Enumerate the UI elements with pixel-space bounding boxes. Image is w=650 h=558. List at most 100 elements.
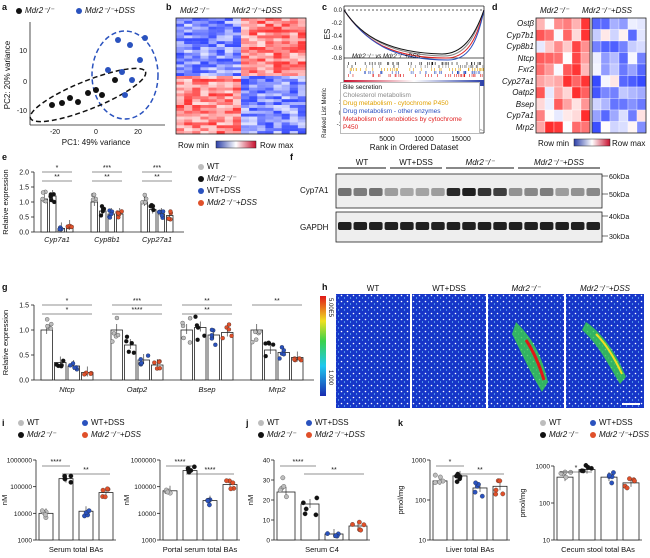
heatmap-cell (241, 58, 250, 62)
data-point (266, 341, 272, 346)
heatmap-cell (535, 63, 546, 76)
data-point (281, 352, 287, 357)
heatmap-cell (184, 61, 193, 65)
heatmap-cell (609, 121, 620, 134)
heatmap-cell (289, 81, 299, 85)
heatmap-cell (192, 41, 201, 45)
heatmap-cell (184, 26, 193, 30)
data-point (145, 353, 151, 358)
heatmap-cell (241, 32, 250, 36)
wb-band-gapdh (446, 222, 461, 230)
heatmap-cell (297, 58, 307, 62)
e-legend-wt: WT (198, 162, 219, 171)
y-tick-label: 100000 (134, 484, 156, 491)
heatmap-cell (535, 52, 546, 65)
heatmap-cell (297, 76, 307, 80)
heatmap-cell (289, 38, 299, 42)
data-point (333, 533, 339, 539)
data-point (279, 345, 285, 350)
heatmap-cell (249, 131, 258, 135)
heatmap-cell (273, 99, 282, 103)
heatmap-cell (200, 20, 209, 24)
heatmap-cell (224, 73, 234, 77)
wb-band-gapdh (384, 222, 399, 230)
data-point (185, 465, 191, 471)
heatmap-cell (273, 18, 282, 22)
heatmap-cell (224, 110, 234, 114)
data-point (195, 337, 200, 342)
heatmap-cell (289, 78, 299, 82)
heatmap-cell (553, 86, 564, 99)
heatmap-cell (618, 52, 629, 65)
heatmap-cell (208, 41, 217, 45)
heatmap-cell (176, 125, 185, 129)
heatmap-cell (289, 76, 299, 80)
heatmap-cell (265, 125, 274, 129)
heatmap-cell (208, 107, 217, 111)
heatmap-cell (208, 20, 217, 24)
data-point (149, 202, 154, 208)
heatmap-cell (232, 110, 242, 114)
pca-xtick-0: 0 (94, 129, 98, 136)
sig-label: ** (83, 467, 89, 474)
heatmap-cell (273, 41, 282, 45)
heatmap-cell (224, 122, 234, 126)
sig-label: * (66, 298, 69, 305)
heatmap-cell (224, 125, 234, 129)
heatmap-cell (281, 38, 290, 42)
data-point (314, 495, 320, 501)
heatmap-cell (249, 67, 258, 71)
data-point (187, 316, 193, 321)
heatmap-cell (273, 113, 282, 117)
heatmap-cell (200, 64, 209, 68)
gene-label: Cyp8b1 (506, 42, 534, 51)
i-legend-mdr2dss: Mdr2⁻/⁻+DSS (82, 430, 141, 439)
heatmap-cell (216, 55, 225, 59)
bar (207, 334, 220, 381)
heatmap-cell (571, 98, 582, 111)
heatmap-cell (265, 29, 274, 33)
heatmap-cell (192, 23, 201, 27)
heatmap-cell (249, 64, 258, 68)
heatmap-cell (208, 26, 217, 30)
heatmap-cell (281, 93, 290, 97)
heatmap-cell (208, 125, 217, 129)
heatmap-cell (176, 32, 185, 36)
heatmap-cell (265, 73, 274, 77)
wb-band-gapdh (493, 222, 507, 230)
heatmap-cell (208, 29, 217, 33)
heatmap-cell (184, 84, 193, 88)
y-axis-label: Relative expression (1, 169, 10, 234)
panel-label-b: b (166, 2, 172, 12)
heatmap-cell (192, 49, 201, 53)
heatmap-cell (208, 44, 217, 48)
heatmap-cell (289, 67, 299, 71)
heatmap-cell (200, 122, 209, 126)
heatmap-cell (297, 81, 307, 85)
heatmap-cell (216, 20, 225, 24)
heatmap-b-colorbar (215, 140, 257, 149)
heatmap-cell (289, 52, 299, 56)
heatmap-cell (265, 44, 274, 48)
heatmap-cell (176, 116, 185, 120)
wb-group-mdr2: Mdr2⁻/⁻ (466, 158, 496, 167)
gsea-xtick-5000: 5000 (379, 136, 395, 143)
heatmap-cell (257, 38, 266, 42)
heatmap-cell (580, 29, 591, 42)
bar (622, 482, 640, 541)
sig-label: ** (54, 174, 60, 181)
chart-g: 0.0 0.5 1.0 1.5 Relative expression Ntcp Oatp2… (1, 298, 314, 394)
heatmap-cell (297, 23, 307, 27)
heatmap-cell (627, 52, 638, 65)
heatmap-cell (257, 113, 266, 117)
heatmap-cell (281, 96, 290, 100)
heatmap-cell (281, 113, 290, 117)
heatmap-cell (265, 52, 274, 56)
heatmap-cell (571, 75, 582, 88)
heatmap-cell (257, 18, 266, 22)
data-point (180, 320, 185, 326)
heatmap-cell (289, 26, 299, 30)
j-legend-mdr2dss: Mdr2⁻/⁻+DSS (306, 430, 365, 439)
sig-label: *** (103, 165, 111, 172)
heatmap-cell (232, 128, 242, 132)
